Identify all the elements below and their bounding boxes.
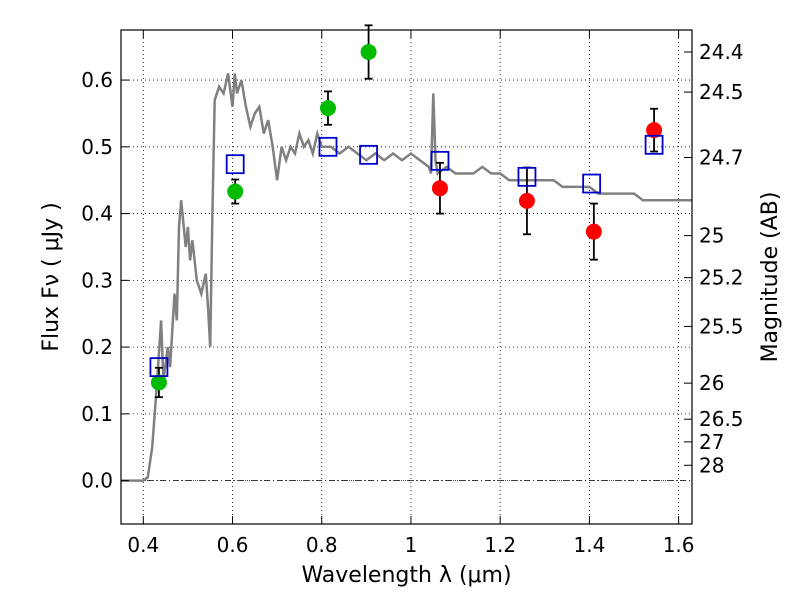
x-tick-label: 1.2 [484,533,516,557]
y-tick-label: 0.6 [81,68,113,92]
magnitude-tick-label: 26.5 [699,407,744,431]
red-data-point [585,223,602,240]
x-axis-label: Wavelength λ (μm) [301,563,511,588]
green-data-point [227,183,244,200]
model-photometry-square [582,173,602,194]
y-tick-label: 0.3 [81,268,113,292]
y-tick-label: 0.1 [81,402,113,426]
model-photometry-square [359,144,378,165]
model-photometry-square [517,166,537,187]
magnitude-tick-label: 27 [699,430,724,454]
magnitude-axis-label: Magnitude (AB) [758,192,783,363]
magnitude-tick-label: 25.2 [699,266,744,290]
data-points [149,24,664,399]
magnitude-tick-label: 28 [699,453,724,477]
x-tick-label: 0.8 [306,533,338,557]
magnitude-tick-label: 25.5 [699,314,744,338]
x-tick-label: 0.4 [127,533,159,557]
green-data-point [360,44,377,61]
magnitude-tick-label: 24.5 [699,80,744,104]
plot-frame [120,29,693,525]
magnitude-tick-label: 24.7 [699,146,744,170]
model-photometry-square [644,134,664,155]
magnitude-tick-label: 25 [699,224,724,248]
model-photometry-square [318,136,338,157]
y-tick-label: 0.5 [81,135,113,159]
model-photometry-square [225,154,245,175]
y-axis-label: Flux Fν ( μJy ) [39,202,64,351]
model-photometry-square [430,150,450,171]
axis-ticks: 0.4 0.6 0.8 1 1.2 1.4 1.6 0.0 0.1 0.2 0.3 0.4 0.5 0.6… [81,30,744,557]
green-data-point [319,100,336,117]
x-tick-label: 0.6 [217,533,249,557]
x-tick-label: 1.4 [573,533,605,557]
x-tick-label: 1.6 [663,533,695,557]
green-data-point [150,374,167,391]
magnitude-tick-label: 24.4 [699,40,744,64]
y-tick-label: 0.2 [81,335,113,359]
magnitude-tick-label: 26 [699,371,724,395]
red-data-point [431,180,448,197]
y-tick-label: 0.0 [81,469,113,493]
red-data-point [518,192,535,209]
sed-model-curve [121,73,692,482]
red-data-point [646,122,663,139]
x-tick-label: 1 [405,533,418,557]
model-photometry-square [149,357,169,378]
y-tick-label: 0.4 [81,202,113,226]
